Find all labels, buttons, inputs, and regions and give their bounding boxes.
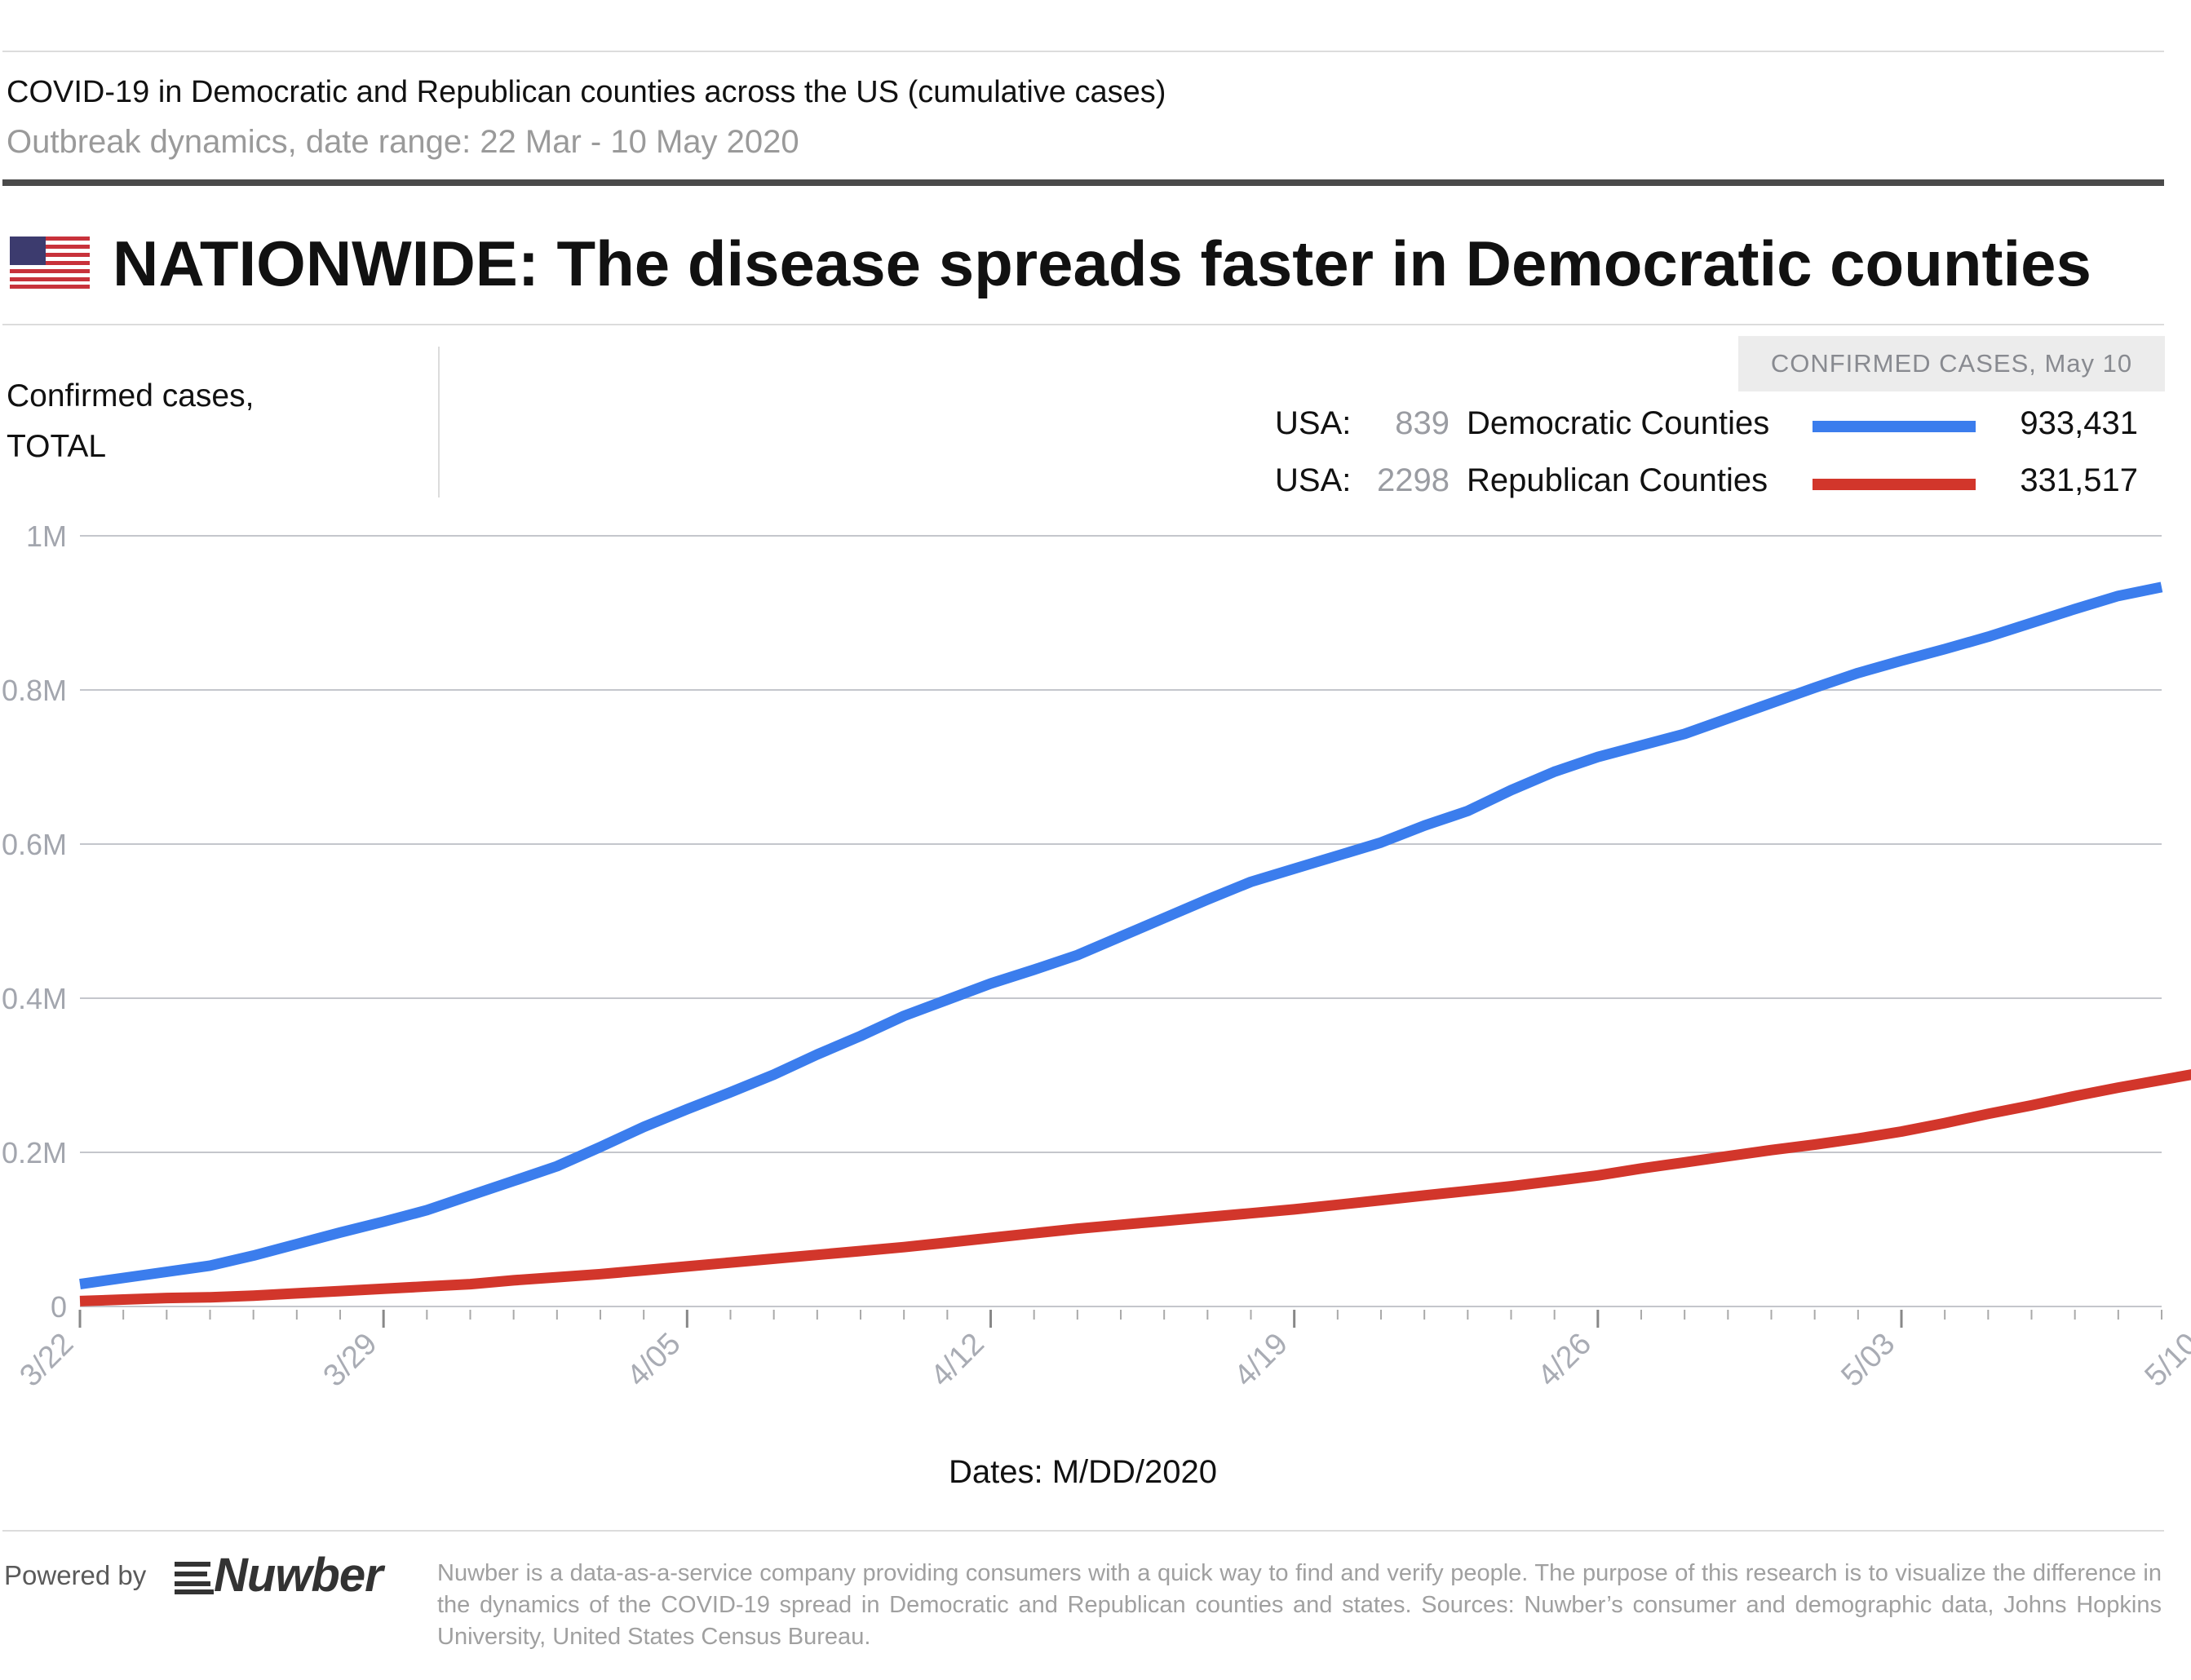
y-axis-label: Confirmed cases, TOTAL bbox=[7, 371, 398, 472]
x-tick-label: 4/19 bbox=[1228, 1327, 1295, 1394]
legend-county-count: 839 bbox=[1395, 405, 1450, 441]
top-rule bbox=[2, 51, 2164, 52]
series-lines bbox=[79, 581, 2191, 1306]
y-tick-label: 0.4M bbox=[2, 982, 67, 1015]
legend-series-value: 933,431 bbox=[2020, 405, 2138, 441]
x-tick-label: 4/05 bbox=[621, 1327, 688, 1394]
x-axis-title: Dates: M/DD/2020 bbox=[949, 1454, 1218, 1490]
x-tick-label: 5/10 bbox=[2139, 1327, 2191, 1394]
powered-by-label: Powered by bbox=[4, 1560, 147, 1590]
footnote: Nuwber is a data-as-a-service company pr… bbox=[437, 1560, 2162, 1650]
x-tick-label: 4/26 bbox=[1531, 1327, 1598, 1394]
y-tick-labels: 0 0.2M 0.4M 0.6M 0.8M 1M bbox=[2, 519, 67, 1324]
nuwber-flag-logo-icon bbox=[175, 1562, 214, 1594]
x-tick-label: 3/29 bbox=[317, 1327, 384, 1394]
header-divider bbox=[2, 179, 2164, 186]
legend-series-name: Republican Counties bbox=[1467, 462, 1768, 498]
legend-line-swatch bbox=[1813, 421, 1976, 432]
x-tick-label: 4/12 bbox=[924, 1327, 991, 1394]
y-tick-label: 0 bbox=[51, 1290, 67, 1324]
date-range-subtitle: Outbreak dynamics, date range: 22 Mar - … bbox=[7, 124, 799, 160]
x-tick-label: 5/03 bbox=[1835, 1327, 1901, 1394]
legend-county-count: 2298 bbox=[1377, 462, 1450, 498]
x-axis: 3/22 3/29 4/05 4/12 4/19 4/26 5/03 5/10 bbox=[13, 1306, 2191, 1394]
legend-prefix: USA: bbox=[1275, 462, 1352, 498]
y-tick-label: 0.8M bbox=[2, 674, 67, 707]
y-tick-label: 0.2M bbox=[2, 1136, 67, 1169]
nuwber-logo-text: Nuwber bbox=[214, 1549, 383, 1602]
line-chart: 0 0.2M 0.4M 0.6M 0.8M 1M 3/22 3/29 4/05 4/12 4/19… bbox=[2, 519, 2191, 1394]
y-tick-label: 0.6M bbox=[2, 828, 67, 861]
legend-series-name: Democratic Counties bbox=[1467, 405, 1770, 441]
y-axis-label-line1: Confirmed cases, bbox=[7, 378, 255, 413]
title-rule bbox=[2, 324, 2164, 325]
page-title: NATIONWIDE: The disease spreads faster i… bbox=[113, 228, 2091, 299]
footer-rule bbox=[2, 1530, 2164, 1532]
legend-series-value: 331,517 bbox=[2020, 462, 2138, 498]
us-flag-icon bbox=[10, 237, 90, 289]
legend-line-swatch bbox=[1813, 479, 1976, 490]
series-line-republican bbox=[79, 1069, 2191, 1306]
y-tick-label: 1M bbox=[26, 519, 67, 553]
legend-prefix: USA: bbox=[1275, 405, 1352, 441]
x-tick-label: 3/22 bbox=[13, 1327, 80, 1394]
series-line-democratic bbox=[79, 581, 2163, 1290]
subtitle: COVID-19 in Democratic and Republican co… bbox=[7, 75, 1166, 109]
grid bbox=[80, 535, 2162, 1153]
label-divider bbox=[438, 347, 440, 497]
y-axis-label-line2: TOTAL bbox=[7, 429, 107, 464]
legend-heading: CONFIRMED CASES, May 10 bbox=[1738, 336, 2165, 391]
